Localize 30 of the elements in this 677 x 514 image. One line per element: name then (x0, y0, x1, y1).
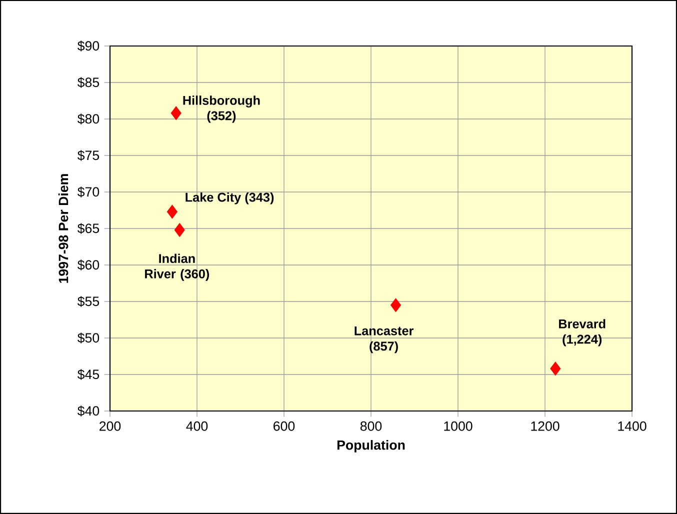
y-tick-label: $45 (78, 369, 100, 380)
y-tick-label: $90 (78, 40, 100, 52)
x-tick-label: 400 (186, 421, 208, 431)
x-tick-label: 600 (274, 421, 295, 431)
y-tick-label: $60 (78, 260, 100, 270)
x-tick-label: 200 (100, 421, 121, 431)
x-tick-label: 800 (360, 421, 382, 431)
y-axis-title: 1997-98 Per Diem (58, 174, 68, 283)
y-tick-label: $85 (78, 77, 100, 88)
x-axis-title: Population (337, 440, 405, 452)
point (550, 362, 561, 376)
annotation: Lake City (343) (186, 192, 274, 204)
y-tick-label: $40 (78, 406, 100, 416)
y-tick-label: $55 (78, 296, 100, 307)
point (390, 298, 402, 312)
y-tick-label: $75 (78, 150, 100, 161)
annotation: Indian River (360) (145, 254, 210, 281)
annotation: Hillsborough (352) (183, 96, 260, 123)
point (166, 204, 178, 219)
y-tick-label: $70 (78, 186, 100, 198)
y-tick-label: $65 (78, 223, 100, 234)
y-tick-label: $80 (78, 114, 100, 124)
x-tick-label: 1200 (531, 421, 560, 431)
y-tick-label: $50 (78, 332, 100, 344)
annotation: Brevard (1,224) (559, 319, 606, 346)
annotation: Lancaster (857) (354, 326, 414, 354)
point (170, 106, 182, 120)
point (174, 223, 185, 237)
x-tick-label: 1400 (618, 421, 646, 431)
x-tick-label: 1000 (444, 421, 472, 431)
